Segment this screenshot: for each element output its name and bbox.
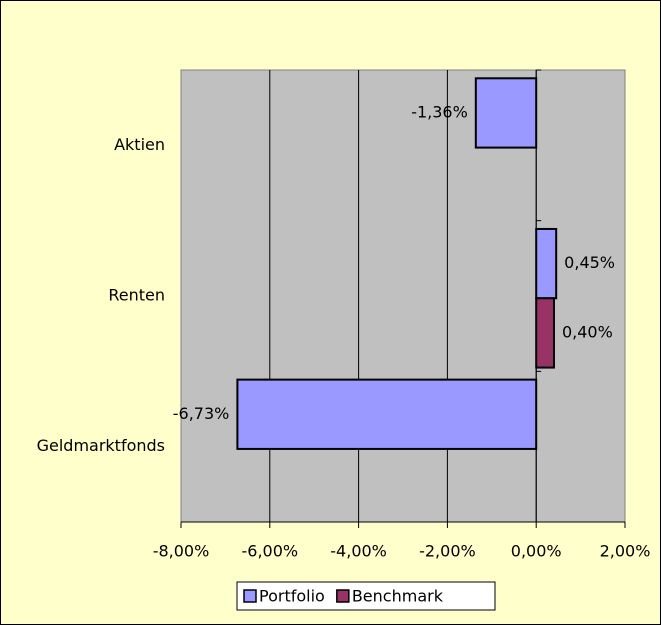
legend-swatch bbox=[243, 589, 257, 603]
x-tick-label: -8,00% bbox=[153, 542, 210, 561]
data-label: 0,45% bbox=[564, 253, 615, 272]
bar bbox=[535, 227, 558, 300]
data-label: -6,73% bbox=[173, 404, 230, 423]
bar bbox=[535, 297, 555, 369]
legend-swatch bbox=[336, 589, 350, 603]
data-label: -1,36% bbox=[411, 102, 468, 121]
x-tick-label: -6,00% bbox=[241, 542, 298, 561]
bar bbox=[236, 378, 538, 450]
x-tick-label: -4,00% bbox=[330, 542, 387, 561]
bar bbox=[474, 77, 538, 149]
legend-label: Benchmark bbox=[352, 587, 444, 606]
plot-area bbox=[180, 69, 626, 523]
x-tick-label: 0,00% bbox=[511, 542, 562, 561]
data-label: 0,40% bbox=[562, 322, 613, 341]
y-tick-label: Renten bbox=[108, 286, 165, 305]
x-tick-label: -2,00% bbox=[419, 542, 476, 561]
y-tick-label: Aktien bbox=[114, 135, 165, 154]
x-tick-label: 2,00% bbox=[600, 542, 651, 561]
legend bbox=[236, 581, 496, 611]
legend-label: Portfolio bbox=[259, 587, 325, 606]
y-tick-label: Geldmarktfonds bbox=[37, 436, 165, 455]
